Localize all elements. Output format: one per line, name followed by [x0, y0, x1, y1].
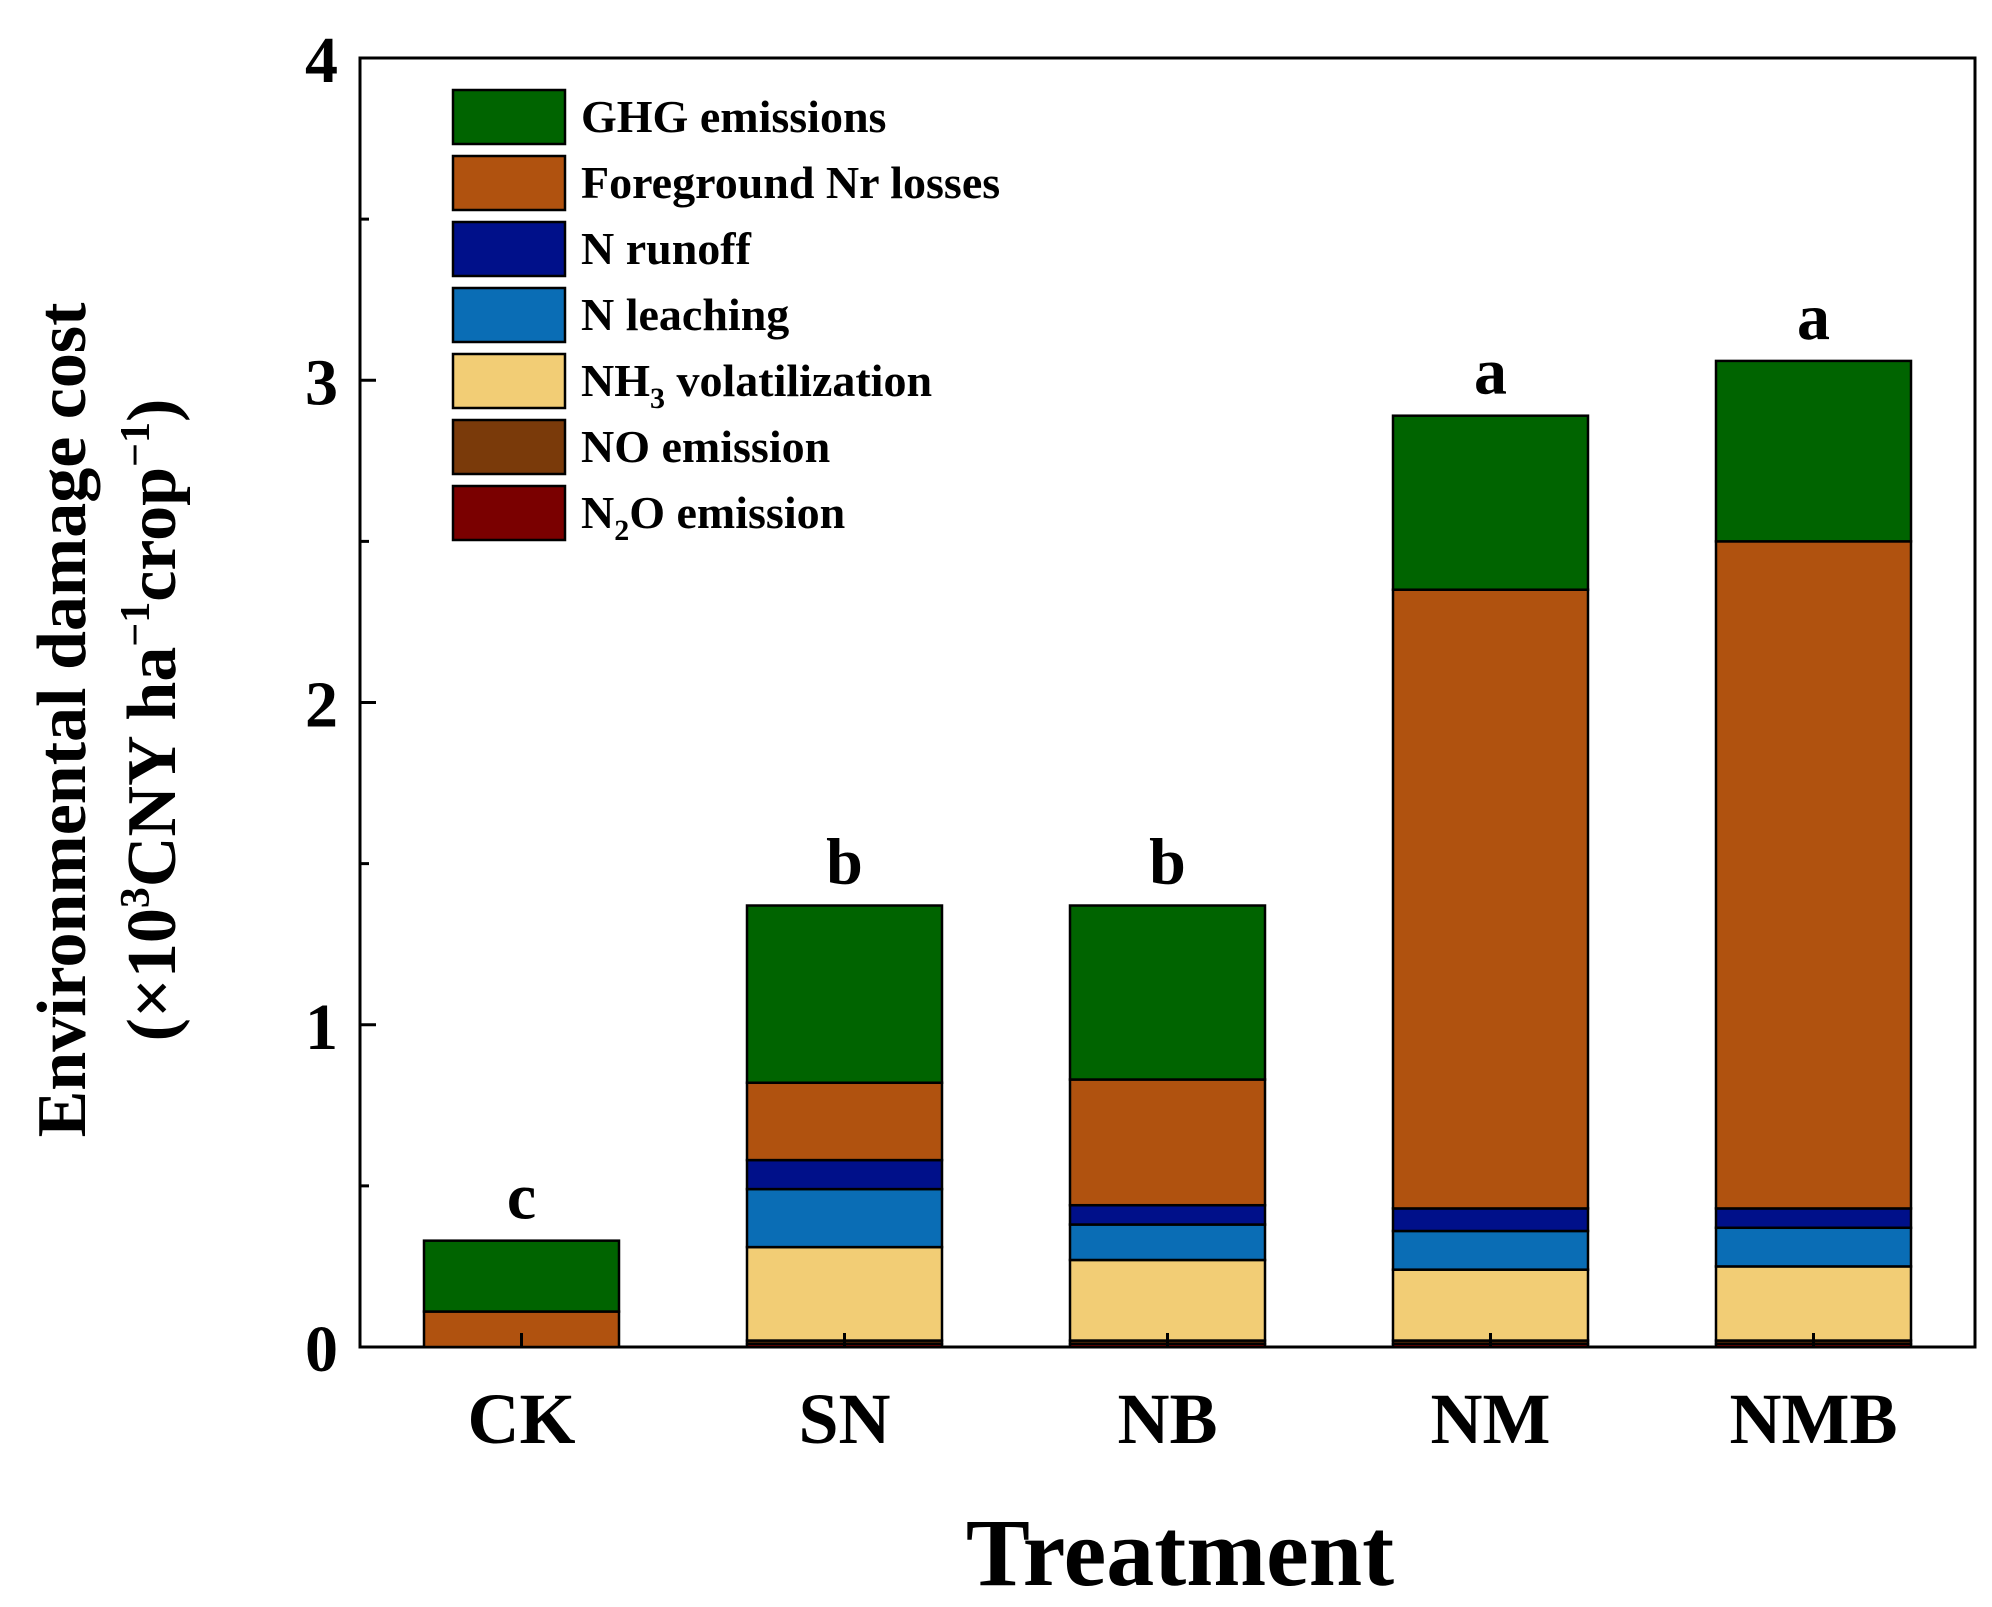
- x-tick-label-ck: CK: [468, 1379, 576, 1459]
- significance-letter-nm: a: [1474, 336, 1507, 409]
- y-axis-title: Environmental damage cost (×103CNY ha−1cr…: [24, 303, 191, 1138]
- legend-swatch: [451, 484, 567, 542]
- bar-segment-nb-ghg-emissions: [1068, 904, 1267, 1081]
- legend-label: Foreground Nr losses: [581, 157, 1000, 208]
- significance-letters: c b b a a: [507, 281, 1830, 1234]
- bar-segment-nmb-n-runoff: [1714, 1207, 1913, 1230]
- legend: GHG emissions Foreground Nr losses N runof…: [451, 88, 1000, 547]
- bar-segment-sn-n-runoff: [745, 1158, 944, 1191]
- y-axis-ticks: 0 1 2 3 4: [305, 24, 376, 1386]
- bar-segment-sn-ghg-emissions: [745, 904, 944, 1085]
- legend-label: N2O emission: [581, 487, 845, 547]
- x-tick-label-nb: NB: [1117, 1379, 1217, 1459]
- legend-swatch: [451, 286, 567, 344]
- legend-swatch: [451, 220, 567, 278]
- bar-segment-nmb-n-leaching: [1714, 1226, 1913, 1268]
- y-tick-label: 3: [305, 346, 338, 419]
- bars: [422, 359, 1913, 1349]
- legend-item-no-emission: NO emission: [451, 418, 830, 476]
- x-tick-label-nmb: NMB: [1730, 1379, 1898, 1459]
- significance-letter-sn: b: [826, 826, 863, 899]
- legend-item-n2o-emission: N2O emission: [451, 484, 845, 547]
- x-axis-ticks: CK SN NB NM NMB: [468, 1333, 1898, 1459]
- bar-segment-sn-n-leaching: [745, 1187, 944, 1249]
- bar-segment-nm-ghg-emissions: [1391, 414, 1590, 591]
- legend-item-nh3-volatilization: NH3 volatilization: [451, 352, 932, 415]
- bar-segment-nb-n-runoff: [1068, 1203, 1267, 1226]
- legend-item-foreground-nr-losses: Foreground Nr losses: [451, 154, 1000, 212]
- x-tick-label-sn: SN: [798, 1379, 890, 1459]
- legend-swatch: [451, 88, 567, 146]
- y-tick-label: 4: [305, 24, 338, 97]
- y-tick-label: 2: [305, 669, 338, 742]
- significance-letter-nmb: a: [1797, 281, 1830, 354]
- bar-segment-nm-nh3-volatilization: [1391, 1268, 1590, 1342]
- legend-item-n-runoff: N runoff: [451, 220, 752, 278]
- legend-label: NH3 volatilization: [581, 355, 932, 415]
- bar-segment-nb-nh3-volatilization: [1068, 1258, 1267, 1342]
- bar-segment-ck-ghg-emissions: [422, 1239, 621, 1313]
- y-tick-label: 1: [305, 991, 338, 1064]
- x-axis-title: Treatment: [966, 1499, 1394, 1606]
- bar-segment-nb-n-leaching: [1068, 1223, 1267, 1262]
- bar-segment-nm-foreground-nr-losses: [1391, 588, 1590, 1210]
- legend-label: GHG emissions: [581, 91, 886, 142]
- y-tick-label: 0: [305, 1313, 338, 1386]
- bar-segment-nb-foreground-nr-losses: [1068, 1078, 1267, 1207]
- legend-label: NO emission: [581, 421, 830, 472]
- bar-segment-sn-foreground-nr-losses: [745, 1081, 944, 1162]
- legend-swatch: [451, 418, 567, 476]
- bar-segment-nmb-nh3-volatilization: [1714, 1265, 1913, 1342]
- legend-label: N runoff: [581, 223, 752, 274]
- y-axis-title-line2: (×103CNY ha−1crop−1): [113, 399, 191, 1042]
- bar-segment-nm-n-runoff: [1391, 1207, 1590, 1233]
- bar-segment-nmb-foreground-nr-losses: [1714, 540, 1913, 1210]
- legend-item-ghg-emissions: GHG emissions: [451, 88, 886, 146]
- bar-segment-nmb-ghg-emissions: [1714, 359, 1913, 543]
- legend-swatch: [451, 154, 567, 212]
- legend-item-n-leaching: N leaching: [451, 286, 789, 344]
- x-tick-label-nm: NM: [1431, 1379, 1551, 1459]
- bar-segment-sn-nh3-volatilization: [745, 1245, 944, 1342]
- significance-letter-nb: b: [1149, 826, 1186, 899]
- bar-segment-nm-n-leaching: [1391, 1229, 1590, 1271]
- legend-swatch: [451, 352, 567, 410]
- y-axis-title-line1: Environmental damage cost: [24, 303, 101, 1138]
- significance-letter-ck: c: [507, 1161, 536, 1234]
- legend-label: N leaching: [581, 289, 789, 340]
